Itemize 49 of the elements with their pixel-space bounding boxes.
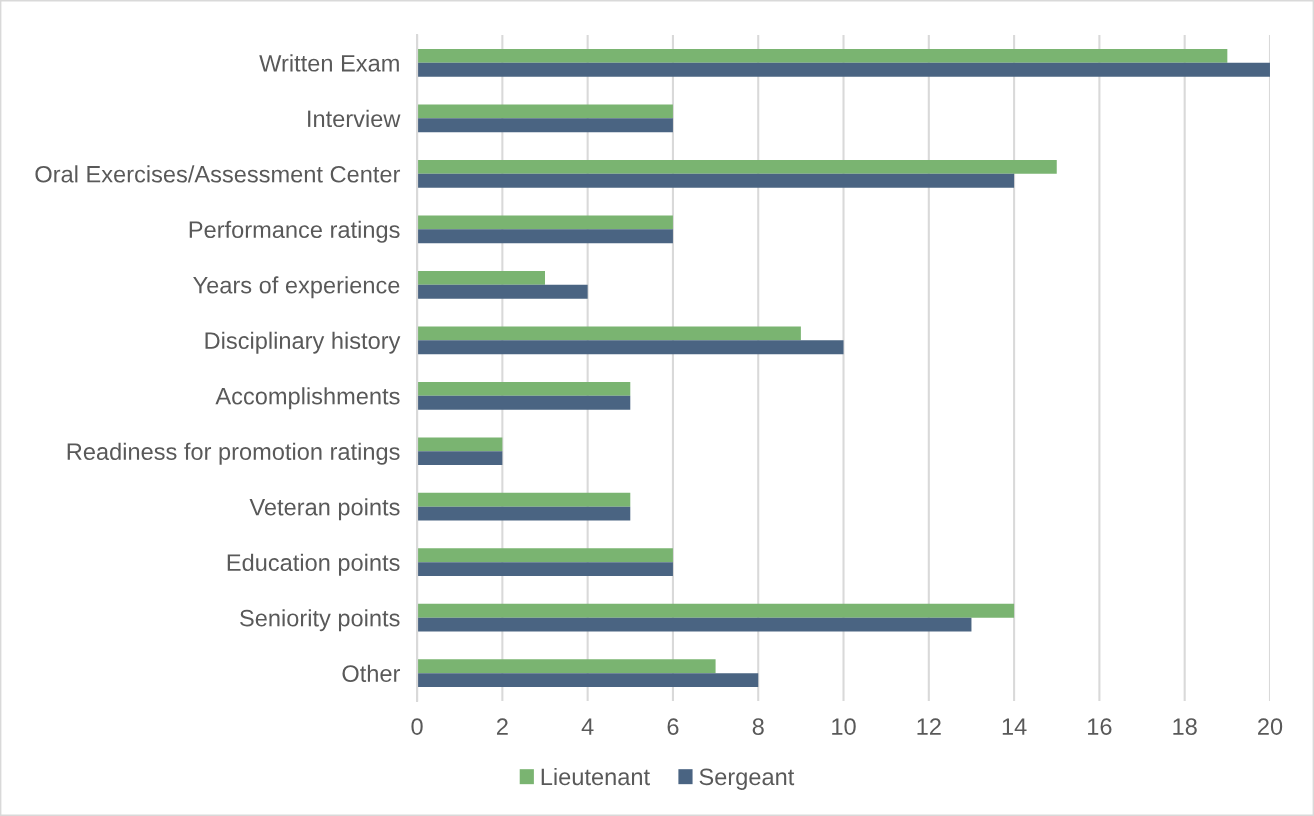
bar: [417, 270, 545, 285]
x-tick-label: 0: [411, 718, 423, 735]
x-tick-label: 20: [1258, 718, 1283, 735]
x-tick-label: 12: [917, 718, 941, 735]
x-tick-label: 2: [496, 718, 508, 735]
legend-label: Sergeant: [699, 768, 795, 790]
bar: [417, 673, 759, 688]
bar: [417, 173, 1015, 188]
bar: [417, 118, 673, 133]
bar: [417, 562, 673, 577]
y-tick-label: Seniority points: [240, 609, 400, 632]
bar: [417, 548, 673, 563]
bar: [417, 617, 972, 632]
bar: [417, 229, 673, 244]
x-tick-label: 10: [832, 718, 856, 735]
y-tick-label: Readiness for promotion ratings: [67, 442, 400, 465]
bar: [417, 451, 503, 466]
y-tick-label: Other: [342, 664, 401, 682]
bar: [417, 506, 631, 521]
bar: [417, 603, 1015, 618]
y-tick-label: Oral Exercises/Assessment Center: [35, 165, 401, 183]
x-tick-label: 8: [752, 718, 764, 735]
bar: [417, 284, 588, 299]
y-tick-label: Interview: [308, 109, 401, 128]
y-tick-label: Written Exam: [259, 54, 399, 72]
y-tick-label: Accomplishments: [215, 387, 400, 410]
bar: [417, 159, 1057, 174]
bar: [417, 215, 673, 230]
y-tick-label: Performance ratings: [189, 220, 400, 243]
bar: [417, 48, 1228, 63]
x-tick-label: 14: [1002, 718, 1027, 735]
bar: [417, 62, 1270, 77]
x-tick-label: 4: [581, 718, 594, 735]
y-tick-label: Disciplinary history: [205, 331, 401, 354]
y-tick-label: Education points: [227, 553, 400, 576]
bar: [417, 326, 801, 341]
bar: [417, 340, 844, 355]
x-tick-label: 18: [1173, 718, 1197, 735]
y-tick-label: Veteran points: [249, 498, 400, 521]
bar: [417, 659, 716, 674]
legend-label: Lieutenant: [541, 767, 650, 786]
bar: [417, 104, 673, 119]
bar: [417, 381, 631, 396]
x-tick-label: 16: [1088, 718, 1112, 735]
bar: [417, 395, 631, 410]
bar: [417, 492, 631, 507]
bar: [417, 437, 503, 452]
y-tick-label: Years of experience: [193, 276, 400, 299]
x-tick-label: 6: [667, 718, 679, 735]
